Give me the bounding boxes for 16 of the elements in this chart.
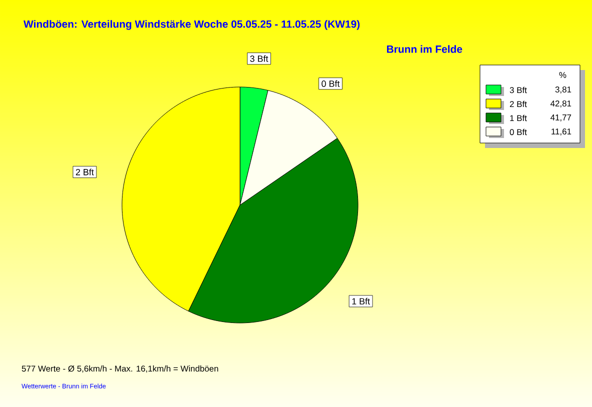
legend-label: 3 Bft — [510, 86, 527, 94]
chart-title: Windböen: Verteilung Windstärke Woche 05.05.25 - 11.05.25 (KW19) — [24, 20, 360, 30]
slice-label: 3 Bft — [250, 55, 268, 62]
data-label: 11,61 — [552, 128, 572, 136]
data-label: 41,77 — [550, 114, 572, 122]
slice-label: 1 Bft — [352, 298, 370, 304]
legend-title: % — [559, 72, 566, 78]
text: 577 Werte - Ø 5,6km/h - Max. 16,1km/h = Windböen — [22, 365, 218, 373]
legend-label: 0 Bft — [510, 128, 527, 136]
data-label: 3,81 — [555, 86, 572, 94]
data-label: 42,81 — [550, 100, 572, 108]
slice-label: 0 Bft — [322, 80, 340, 87]
chart-subtitle: Brunn im Felde — [387, 45, 462, 53]
slice-label: 2 Bft — [76, 168, 94, 176]
legend-label: 1 Bft — [510, 114, 527, 122]
legend-label: 2 Bft — [510, 100, 527, 108]
